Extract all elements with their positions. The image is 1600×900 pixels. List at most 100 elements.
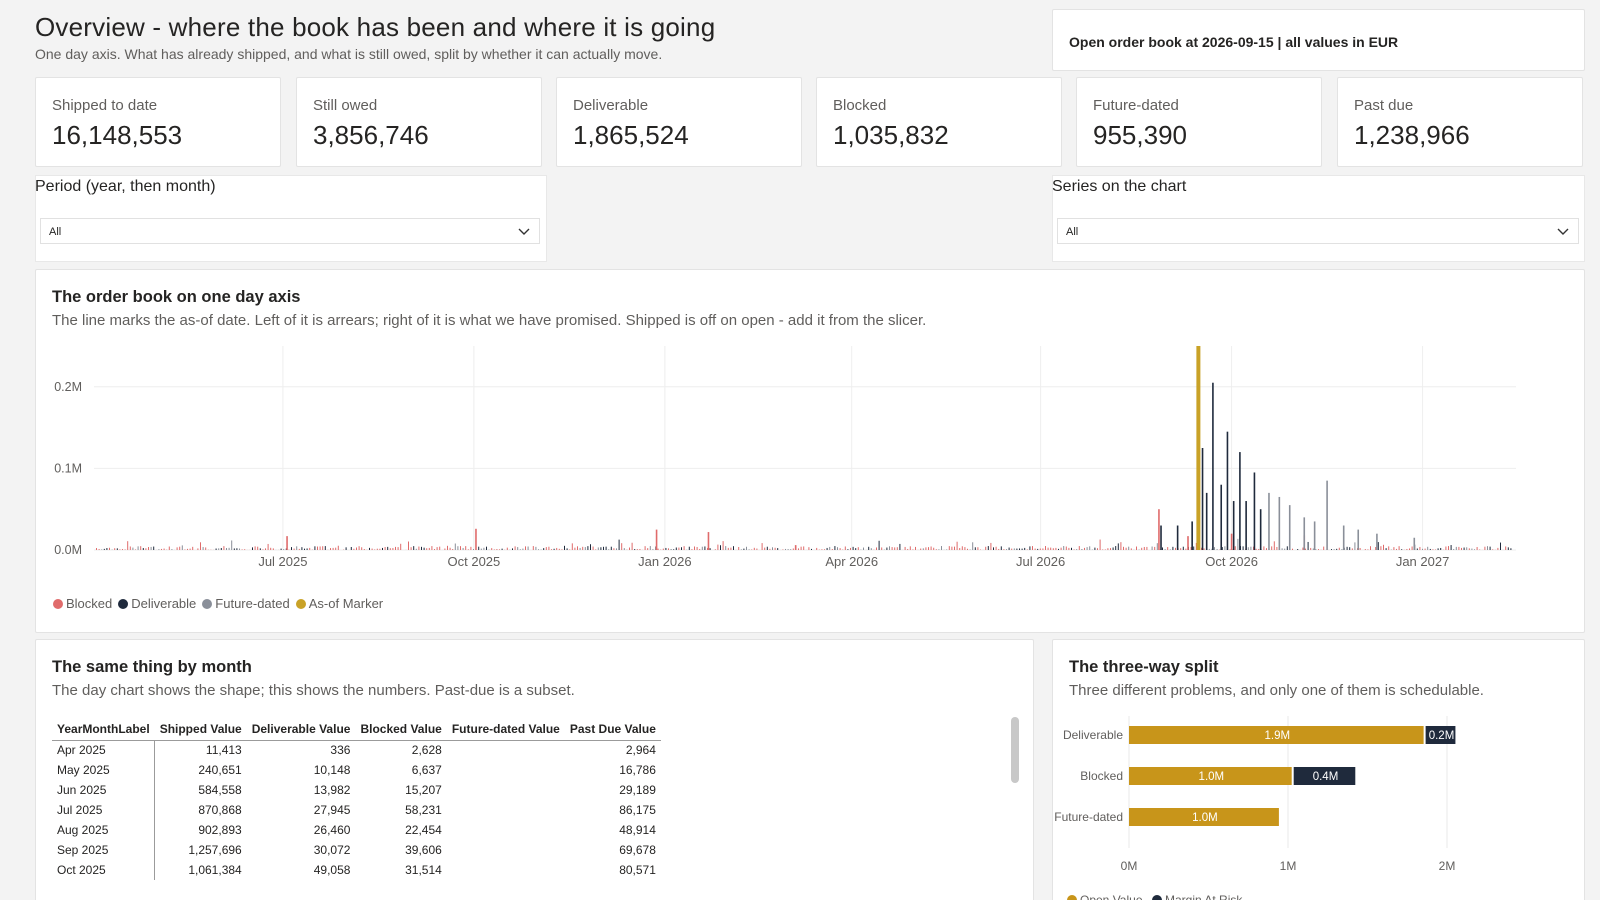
day-bar xyxy=(584,547,586,550)
day-bar xyxy=(868,546,870,550)
day-bar xyxy=(1338,547,1340,550)
kpi-card-still-owed[interactable]: Still owed 3,856,746 xyxy=(296,77,542,167)
split-chart-plot[interactable]: 0M 1M 2M Deliverable 1.9M 0.2M Blocked 1.0M 0.4M… xyxy=(1053,640,1586,900)
day-bar xyxy=(129,546,131,550)
month-table: YearMonthLabel Shipped Value Deliverable V… xyxy=(52,718,661,880)
day-bar xyxy=(1263,546,1265,550)
asof-banner: Open order book at 2026-09-15 | all valu… xyxy=(1052,9,1585,71)
day-bar xyxy=(803,546,805,550)
column-header[interactable]: Blocked Value xyxy=(355,718,447,741)
day-bar xyxy=(756,548,758,550)
bar-deliverable xyxy=(1226,431,1229,550)
day-bar xyxy=(569,549,571,550)
period-dropdown[interactable]: All xyxy=(40,218,540,244)
day-bar xyxy=(483,547,485,550)
day-bar xyxy=(603,546,604,550)
day-bar xyxy=(751,549,753,550)
legend-item-future-dated[interactable]: Future-dated xyxy=(202,596,290,611)
legend-label: Margin At Risk xyxy=(1165,893,1243,900)
day-bar xyxy=(1156,543,1158,550)
day-bar xyxy=(205,547,207,550)
bar-deliverable xyxy=(1259,509,1262,550)
day-bar xyxy=(444,548,446,550)
day-bar xyxy=(319,546,321,550)
series-slicer-title: Series on the chart xyxy=(1052,178,1187,195)
column-header[interactable]: Future-dated Value xyxy=(446,718,565,741)
day-bar xyxy=(457,546,459,550)
day-bar xyxy=(1385,548,1387,550)
data-label: 1.0M xyxy=(1192,812,1218,824)
table-row[interactable]: Sep 2025 1,257,696 30,072 39,606 69,678 xyxy=(52,840,661,860)
day-bar xyxy=(1432,549,1434,550)
day-bar xyxy=(1117,543,1119,550)
day-bar xyxy=(135,549,136,550)
day-bar xyxy=(1242,546,1244,550)
day-bar xyxy=(1375,546,1377,550)
day-bar xyxy=(525,546,526,550)
day-bar xyxy=(499,549,500,550)
day-bar xyxy=(272,548,274,550)
kpi-card-future-dated[interactable]: Future-dated 955,390 xyxy=(1076,77,1322,167)
day-bar xyxy=(1190,546,1192,550)
series-dropdown[interactable]: All xyxy=(1057,218,1579,244)
column-header[interactable]: Shipped Value xyxy=(154,718,247,741)
day-bar xyxy=(922,548,924,550)
kpi-card-blocked[interactable]: Blocked 1,035,832 xyxy=(816,77,1062,167)
legend-item-deliverable[interactable]: Deliverable xyxy=(118,596,196,611)
day-bar xyxy=(951,546,953,550)
period-dropdown-value: All xyxy=(49,226,62,238)
day-bar xyxy=(925,547,927,550)
day-bar xyxy=(891,547,893,550)
day-bar xyxy=(1130,548,1132,550)
day-bar xyxy=(998,548,1000,550)
day-bar xyxy=(1071,547,1072,550)
day-bar xyxy=(124,549,126,550)
day-bar xyxy=(1094,547,1096,550)
table-row[interactable]: May 2025 240,651 10,148 6,637 16,786 xyxy=(52,760,661,780)
day-chart-plot[interactable]: 0.0M 0.1M 0.2M Jul 2025 Oct 2025 Jan 2026 Apr … xyxy=(36,270,1586,630)
kpi-card-past-due[interactable]: Past due 1,238,966 xyxy=(1337,77,1583,167)
day-bar xyxy=(1354,542,1356,550)
legend-item-blocked[interactable]: Blocked xyxy=(53,596,112,611)
table-row[interactable]: Jun 2025 584,558 13,982 15,207 29,189 xyxy=(52,780,661,800)
column-header[interactable]: YearMonthLabel xyxy=(52,718,155,741)
day-bar xyxy=(548,546,550,550)
kpi-card-shipped[interactable]: Shipped to date 16,148,553 xyxy=(35,77,281,167)
table-scrollbar[interactable] xyxy=(1011,717,1019,783)
table-cell xyxy=(447,820,565,840)
kpi-card-deliverable[interactable]: Deliverable 1,865,524 xyxy=(556,77,802,167)
day-bar xyxy=(556,547,558,550)
column-header[interactable]: Deliverable Value xyxy=(246,718,356,741)
day-bar xyxy=(837,547,838,550)
day-bar xyxy=(1307,541,1309,550)
legend-item-asof-marker[interactable]: As-of Marker xyxy=(295,596,383,611)
column-header[interactable]: Past Due Value xyxy=(564,718,661,741)
day-bar xyxy=(816,547,818,550)
day-bar xyxy=(189,548,191,550)
day-bar xyxy=(618,539,620,550)
day-bar xyxy=(1203,548,1205,550)
day-bar xyxy=(595,549,597,550)
day-bar xyxy=(1271,546,1273,550)
kpi-value: 955,390 xyxy=(1093,120,1187,150)
day-bar xyxy=(215,548,217,550)
day-bar xyxy=(200,542,201,550)
day-bar xyxy=(1453,549,1455,550)
table-row[interactable]: Jul 2025 870,868 27,945 58,231 86,175 xyxy=(52,800,661,820)
day-bar xyxy=(1224,546,1226,550)
table-row[interactable]: Aug 2025 902,893 26,460 22,454 48,914 xyxy=(52,820,661,840)
day-bar xyxy=(907,548,909,550)
day-bar xyxy=(98,549,100,550)
day-bar xyxy=(1349,547,1351,550)
day-bar xyxy=(1229,549,1231,550)
table-row[interactable]: Oct 2025 1,061,384 49,058 31,514 80,571 xyxy=(52,860,661,880)
day-bar xyxy=(428,547,430,550)
day-bar xyxy=(1247,547,1249,550)
day-bar xyxy=(233,548,235,550)
day-bar xyxy=(1292,548,1293,550)
bar-blocked xyxy=(794,545,797,550)
table-row[interactable]: Apr 2025 11,413 336 2,628 2,964 xyxy=(52,740,661,760)
day-bar xyxy=(122,549,123,550)
day-bar xyxy=(116,548,118,550)
day-bar xyxy=(665,547,667,550)
